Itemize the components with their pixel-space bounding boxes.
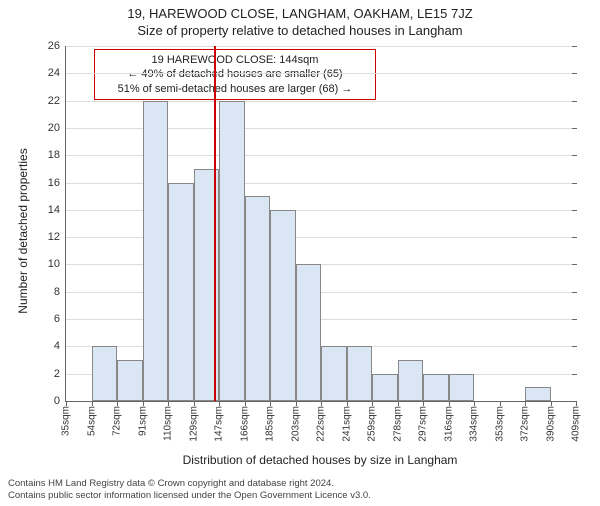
histogram-bar bbox=[449, 374, 475, 401]
histogram-bar bbox=[245, 196, 271, 401]
x-tick-label: 334sqm bbox=[469, 401, 480, 442]
y-tick-mark bbox=[572, 183, 577, 184]
histogram-bar bbox=[398, 360, 424, 401]
y-tick-mark bbox=[572, 346, 577, 347]
x-tick-mark bbox=[168, 401, 169, 406]
x-tick-label: 316sqm bbox=[443, 401, 454, 442]
histogram-bar bbox=[525, 387, 551, 401]
y-tick-mark bbox=[572, 46, 577, 47]
x-tick-mark bbox=[194, 401, 195, 406]
x-tick-label: 110sqm bbox=[163, 401, 174, 441]
y-tick-mark bbox=[572, 374, 577, 375]
y-tick-label: 2 bbox=[54, 368, 66, 380]
histogram-bar bbox=[321, 346, 347, 401]
x-tick-label: 278sqm bbox=[392, 401, 403, 442]
y-tick-mark bbox=[572, 155, 577, 156]
x-tick-label: 147sqm bbox=[214, 401, 225, 442]
histogram-bar bbox=[92, 346, 118, 401]
x-tick-mark bbox=[270, 401, 271, 406]
histogram-bar bbox=[372, 374, 398, 401]
x-tick-label: 166sqm bbox=[239, 401, 250, 442]
footnote-1: Contains HM Land Registry data © Crown c… bbox=[8, 478, 371, 490]
x-tick-mark bbox=[92, 401, 93, 406]
y-tick-mark bbox=[572, 319, 577, 320]
histogram-bar bbox=[168, 183, 194, 401]
x-tick-label: 372sqm bbox=[520, 401, 531, 442]
x-tick-mark bbox=[474, 401, 475, 406]
y-tick-mark bbox=[572, 264, 577, 265]
histogram-bar bbox=[219, 101, 245, 401]
y-tick-label: 4 bbox=[54, 340, 66, 352]
title-line-1: 19, HAREWOOD CLOSE, LANGHAM, OAKHAM, LE1… bbox=[0, 6, 600, 21]
histogram-bar bbox=[117, 360, 143, 401]
footnotes: Contains HM Land Registry data © Crown c… bbox=[8, 478, 371, 502]
title-line-2: Size of property relative to detached ho… bbox=[0, 23, 600, 38]
x-tick-mark bbox=[117, 401, 118, 406]
histogram-bar bbox=[270, 210, 296, 401]
histogram-bar bbox=[347, 346, 373, 401]
x-tick-mark bbox=[143, 401, 144, 406]
histogram-bar bbox=[423, 374, 449, 401]
x-tick-mark bbox=[551, 401, 552, 406]
x-tick-label: 203sqm bbox=[290, 401, 301, 442]
x-tick-mark bbox=[66, 401, 67, 406]
x-tick-mark bbox=[296, 401, 297, 406]
x-tick-label: 409sqm bbox=[571, 401, 582, 442]
x-tick-mark bbox=[398, 401, 399, 406]
y-tick-label: 26 bbox=[48, 40, 66, 52]
x-tick-label: 54sqm bbox=[86, 401, 97, 436]
x-tick-label: 35sqm bbox=[61, 401, 72, 436]
x-tick-mark bbox=[525, 401, 526, 406]
y-tick-mark bbox=[572, 292, 577, 293]
y-tick-mark bbox=[572, 128, 577, 129]
y-tick-label: 12 bbox=[48, 231, 66, 243]
x-tick-mark bbox=[449, 401, 450, 406]
histogram-chart: 0246810121416182022242635sqm54sqm72sqm91… bbox=[65, 46, 576, 402]
x-tick-mark bbox=[500, 401, 501, 406]
x-tick-mark bbox=[219, 401, 220, 406]
footnote-2: Contains public sector information licen… bbox=[8, 490, 371, 502]
y-axis-label: Number of detached properties bbox=[16, 148, 30, 313]
y-tick-label: 6 bbox=[54, 313, 66, 325]
gridline bbox=[66, 46, 576, 47]
y-tick-mark bbox=[572, 210, 577, 211]
y-tick-label: 20 bbox=[48, 122, 66, 134]
y-tick-label: 10 bbox=[48, 258, 66, 270]
y-tick-label: 24 bbox=[48, 67, 66, 79]
x-tick-mark bbox=[321, 401, 322, 406]
x-tick-mark bbox=[245, 401, 246, 406]
y-tick-mark bbox=[572, 101, 577, 102]
y-tick-label: 16 bbox=[48, 177, 66, 189]
histogram-bar bbox=[296, 264, 322, 401]
x-tick-label: 222sqm bbox=[316, 401, 327, 442]
y-tick-mark bbox=[572, 73, 577, 74]
reference-line bbox=[214, 46, 216, 401]
y-tick-label: 14 bbox=[48, 204, 66, 216]
x-tick-label: 241sqm bbox=[341, 401, 352, 442]
x-axis-label: Distribution of detached houses by size … bbox=[65, 453, 575, 467]
x-tick-mark bbox=[423, 401, 424, 406]
x-tick-label: 390sqm bbox=[545, 401, 556, 442]
x-tick-mark bbox=[576, 401, 577, 406]
x-tick-mark bbox=[372, 401, 373, 406]
x-tick-label: 129sqm bbox=[188, 401, 199, 442]
y-tick-label: 18 bbox=[48, 149, 66, 161]
histogram-bar bbox=[143, 101, 169, 401]
gridline bbox=[66, 73, 576, 74]
x-tick-label: 297sqm bbox=[418, 401, 429, 442]
x-tick-label: 353sqm bbox=[494, 401, 505, 442]
x-tick-label: 259sqm bbox=[367, 401, 378, 442]
x-tick-label: 72sqm bbox=[112, 401, 123, 436]
x-tick-label: 185sqm bbox=[265, 401, 276, 442]
x-tick-label: 91sqm bbox=[137, 401, 148, 436]
y-tick-mark bbox=[572, 237, 577, 238]
x-tick-mark bbox=[347, 401, 348, 406]
y-tick-label: 22 bbox=[48, 95, 66, 107]
y-tick-label: 8 bbox=[54, 286, 66, 298]
